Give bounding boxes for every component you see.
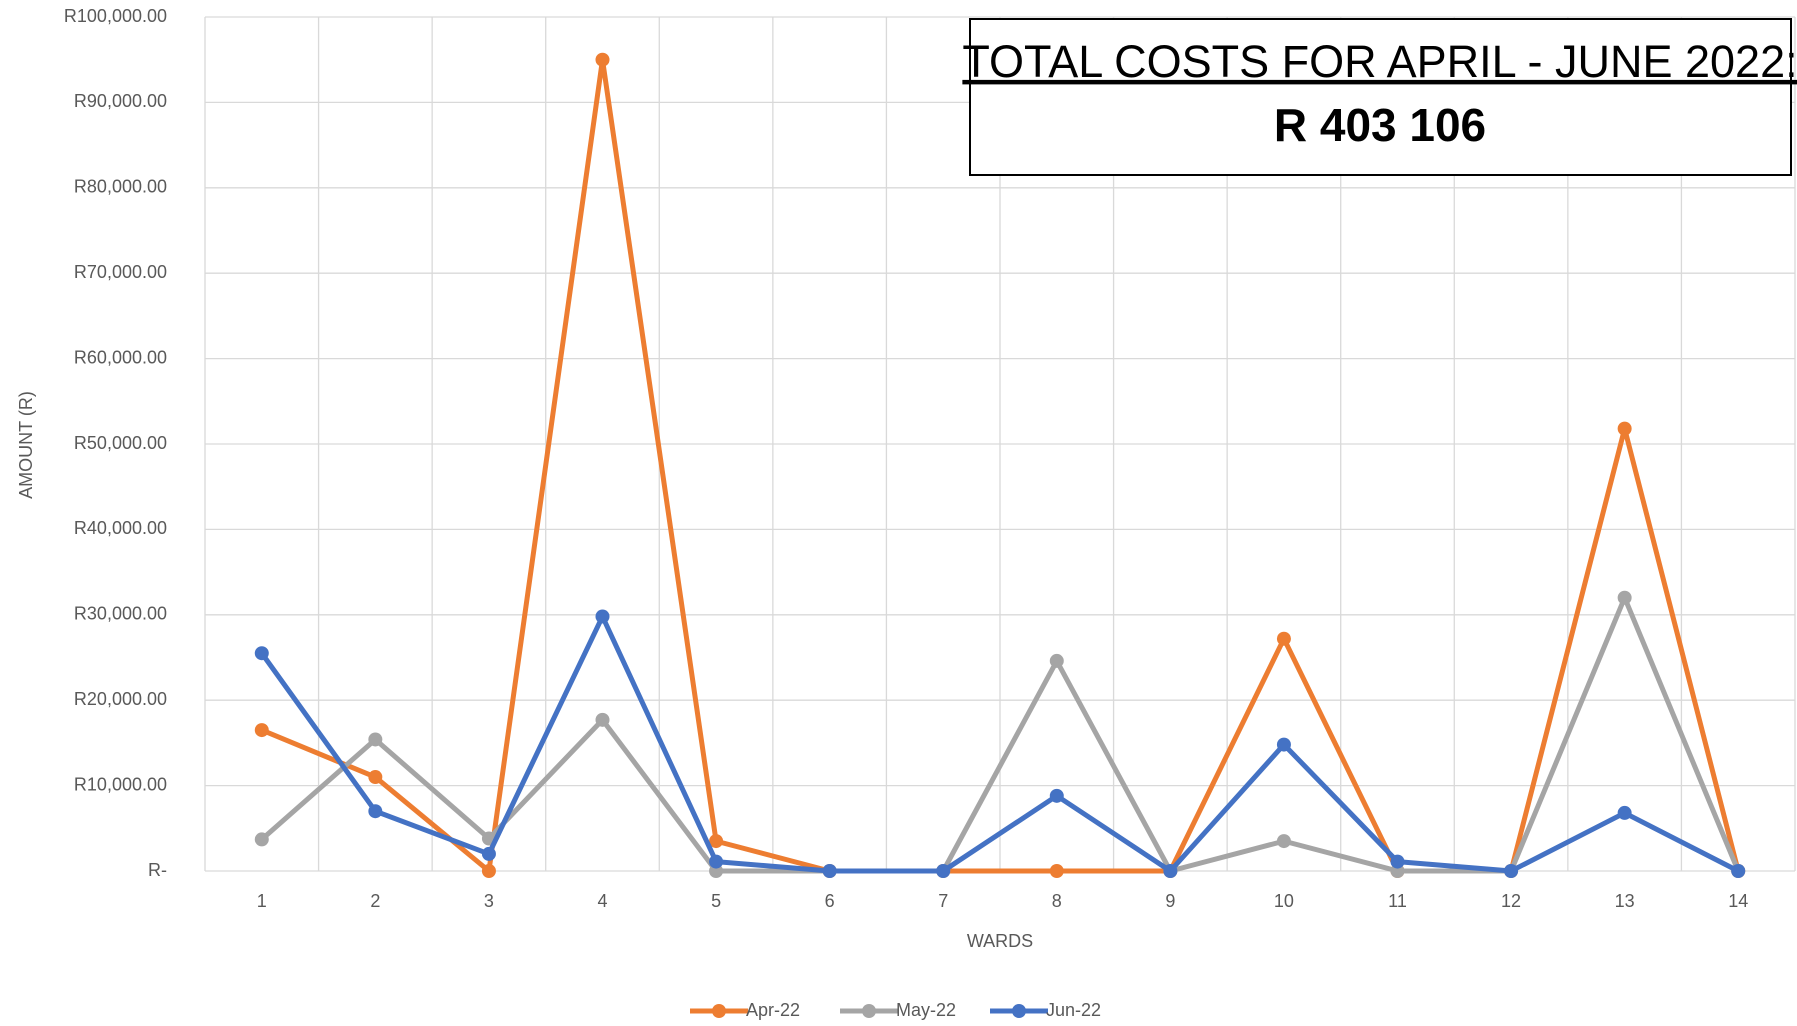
legend-marker — [1012, 1004, 1026, 1018]
point — [1617, 590, 1632, 605]
x-tick-label: 8 — [1052, 891, 1062, 911]
legend-marker — [712, 1004, 726, 1018]
x-tick-label: 3 — [484, 891, 494, 911]
x-tick-label: 9 — [1165, 891, 1175, 911]
legend-label: Apr-22 — [746, 1000, 800, 1020]
x-tick-label: 13 — [1615, 891, 1635, 911]
y-tick-label: R30,000.00 — [74, 604, 167, 624]
y-tick-label: R100,000.00 — [64, 6, 167, 26]
point — [368, 804, 383, 819]
point — [368, 770, 383, 785]
x-tick-label: 6 — [825, 891, 835, 911]
point — [709, 854, 724, 869]
point — [254, 723, 269, 738]
point — [1276, 737, 1291, 752]
y-axis-title: AMOUNT (R) — [16, 391, 36, 499]
y-tick-label: R10,000.00 — [74, 774, 167, 794]
annotation-box — [969, 18, 1792, 176]
x-tick-label: 2 — [370, 891, 380, 911]
annotation-value: R 403 106 — [1274, 99, 1486, 151]
point — [1617, 421, 1632, 436]
point — [1504, 864, 1519, 878]
x-tick-label: 7 — [938, 891, 948, 911]
point — [481, 864, 496, 878]
x-tick-label: 12 — [1501, 891, 1521, 911]
point — [1617, 805, 1632, 820]
y-tick-label: R50,000.00 — [74, 433, 167, 453]
point — [1390, 854, 1405, 869]
x-tick-label: 5 — [711, 891, 721, 911]
series-line — [259, 614, 1740, 874]
point — [1731, 864, 1746, 878]
annotation-title: TOTAL COSTS FOR APRIL - JUNE 2022: — [962, 36, 1797, 87]
point — [1276, 834, 1291, 849]
point — [1049, 864, 1064, 878]
legend-label: May-22 — [896, 1000, 956, 1020]
y-tick-label: R40,000.00 — [74, 518, 167, 538]
y-tick-label: R80,000.00 — [74, 177, 167, 197]
point — [254, 832, 269, 847]
x-tick-label: 11 — [1388, 891, 1407, 911]
point — [254, 646, 269, 661]
y-tick-label: R70,000.00 — [74, 262, 167, 282]
x-tick-label: 14 — [1728, 891, 1748, 911]
point — [1163, 864, 1178, 878]
point — [1049, 788, 1064, 803]
x-tick-label: 4 — [597, 891, 607, 911]
point — [368, 732, 383, 747]
y-tick-label: R- — [148, 860, 167, 880]
x-axis-title: WARDS — [967, 931, 1033, 951]
point — [595, 712, 610, 727]
x-tick-label: 10 — [1274, 891, 1294, 911]
y-tick-label: R60,000.00 — [74, 347, 167, 367]
point — [936, 864, 951, 878]
legend-marker — [862, 1004, 876, 1018]
y-tick-label: R90,000.00 — [74, 91, 167, 111]
point — [822, 864, 837, 878]
point — [595, 52, 610, 67]
y-tick-label: R20,000.00 — [74, 689, 167, 709]
point — [481, 846, 496, 861]
point — [595, 609, 610, 624]
point — [1049, 653, 1064, 668]
point — [1276, 631, 1291, 646]
legend-label: Jun-22 — [1046, 1000, 1101, 1020]
x-tick-label: 1 — [257, 891, 267, 911]
point — [709, 834, 724, 849]
